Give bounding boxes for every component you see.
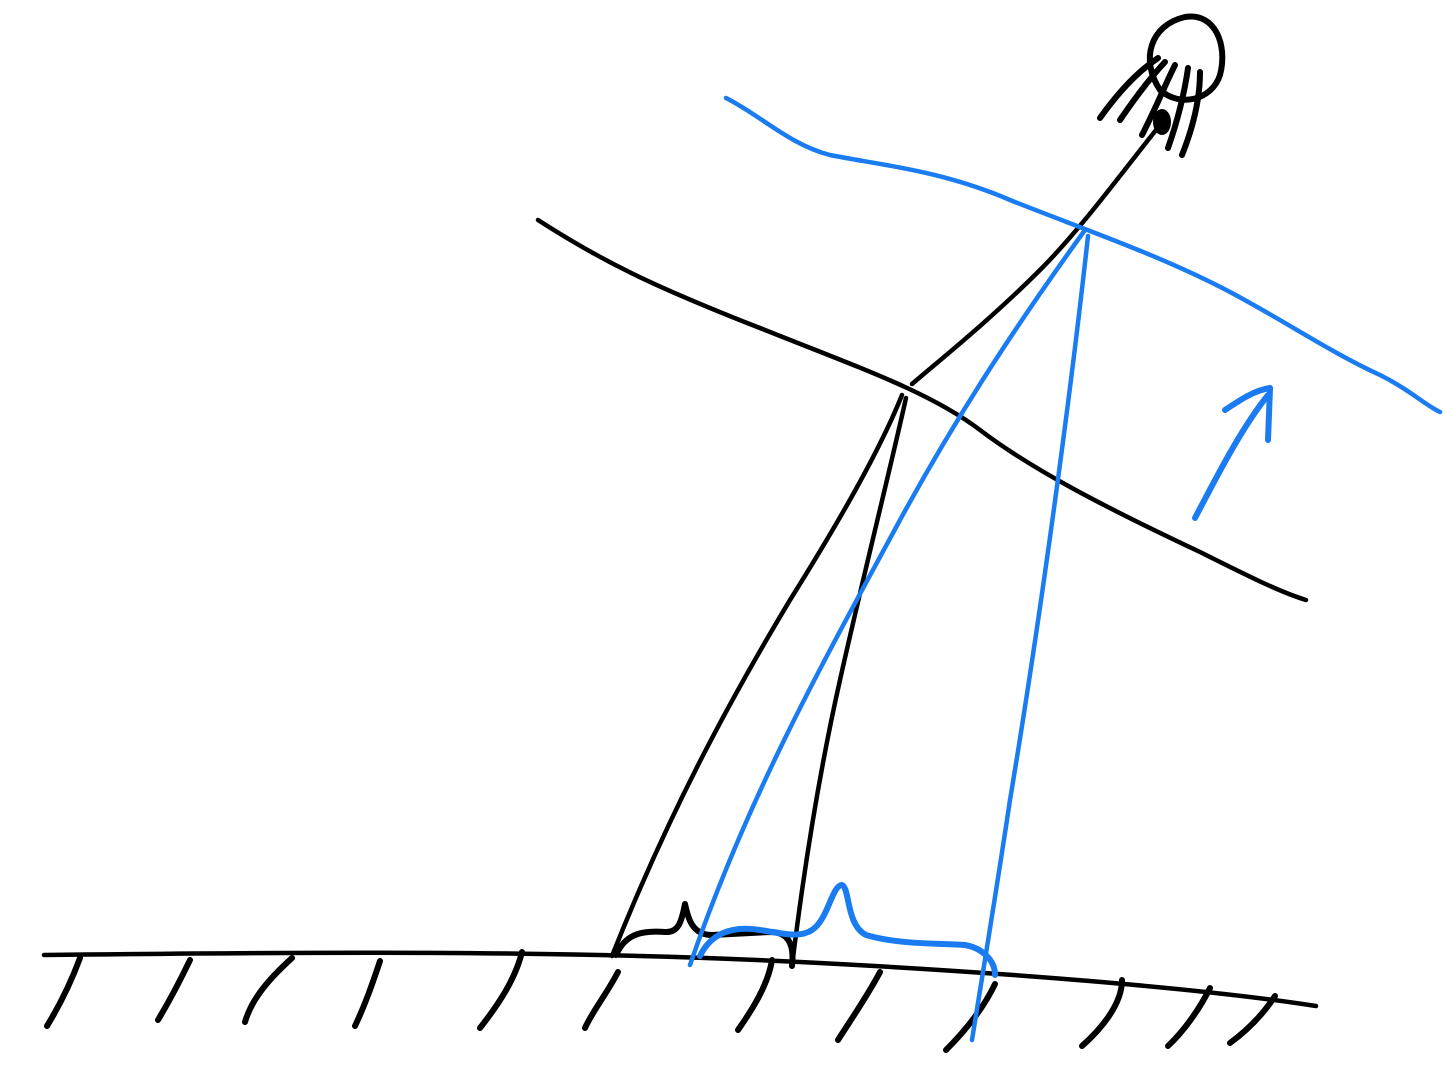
blue-footprint-brace bbox=[697, 882, 998, 978]
blue-light-cone bbox=[687, 227, 1091, 1043]
black-light-cone bbox=[609, 392, 909, 969]
arrow-up-icon bbox=[1192, 385, 1273, 521]
blue-curve bbox=[723, 95, 1443, 415]
ground-line bbox=[41, 950, 1319, 1009]
black-curve bbox=[535, 217, 1309, 603]
black-beam-stem bbox=[909, 122, 1163, 387]
light-source-icon bbox=[1097, 13, 1226, 158]
ground-hatching bbox=[44, 949, 1278, 1053]
